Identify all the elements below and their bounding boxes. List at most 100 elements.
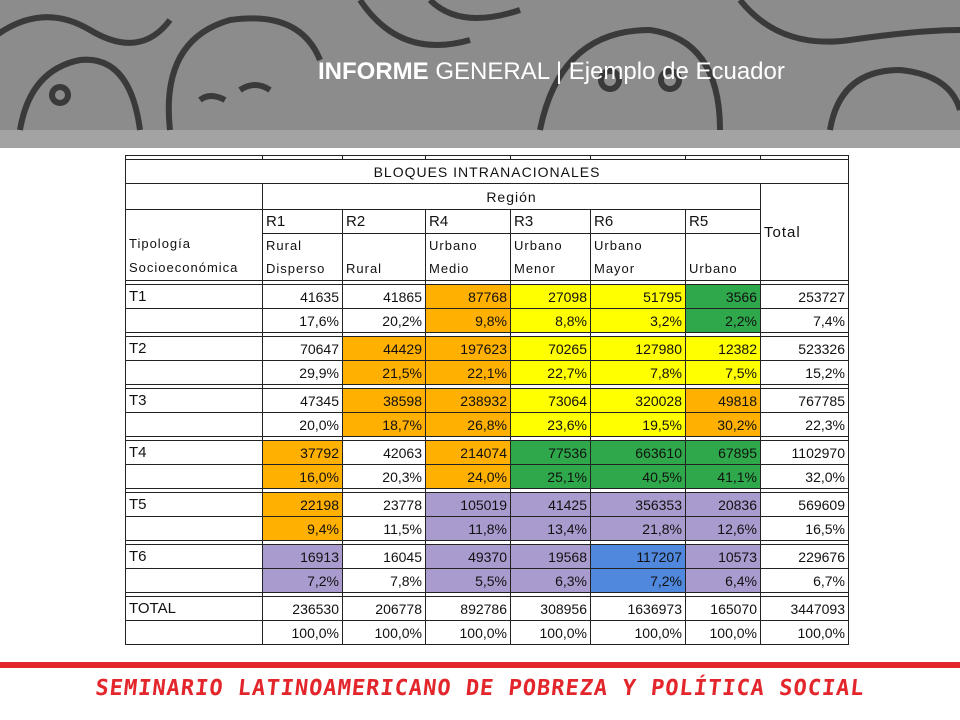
count-cell: 892786 xyxy=(425,596,511,621)
count-cell: 22198 xyxy=(262,492,343,517)
share-row: 100,0% 100,0% 100,0% 100,0% 100,0% 100,0% 100,… xyxy=(125,620,849,645)
share-cell: 6,3% xyxy=(510,568,591,593)
share-row: 7,2% 7,8% 5,5% 6,3% 7,2% 6,4% 6,7% xyxy=(125,568,849,593)
count-cell: 20836 xyxy=(685,492,761,517)
share-row: 29,9% 21,5% 22,1% 22,7% 7,8% 7,5% 15,2% xyxy=(125,360,849,385)
count-cell: 197623 xyxy=(425,336,511,361)
column-name-line: Disperso xyxy=(266,261,326,276)
count-cell: 73064 xyxy=(510,388,591,413)
share-cell: 21,5% xyxy=(342,360,426,385)
count-cell: 38598 xyxy=(342,388,426,413)
blank-cell xyxy=(125,464,263,489)
count-cell: 67895 xyxy=(685,440,761,465)
column-code: R3 xyxy=(510,209,591,234)
count-cell: 523326 xyxy=(760,336,849,361)
column-code: R2 xyxy=(342,209,426,234)
footer-line xyxy=(0,662,960,668)
total-header: Total xyxy=(760,183,849,281)
share-cell: 40,5% xyxy=(590,464,686,489)
table-title: BLOQUES INTRANACIONALES xyxy=(125,159,849,184)
share-cell: 100,0% xyxy=(262,620,343,645)
typology-line: Tipología xyxy=(129,236,191,251)
share-row: 9,4% 11,5% 11,8% 13,4% 21,8% 12,6% 16,5% xyxy=(125,516,849,541)
share-cell: 11,5% xyxy=(342,516,426,541)
count-cell: 767785 xyxy=(760,388,849,413)
column-name-line: Menor xyxy=(514,261,556,276)
count-cell: 23778 xyxy=(342,492,426,517)
share-cell: 8,8% xyxy=(510,308,591,333)
count-cell: 3447093 xyxy=(760,596,849,621)
column-name-line: Urbano xyxy=(594,238,643,253)
count-cell: 105019 xyxy=(425,492,511,517)
count-cell: 27098 xyxy=(510,284,591,309)
header-banner xyxy=(0,0,960,148)
row-label: T5 xyxy=(125,492,263,517)
typology-line: Socioeconómica xyxy=(129,260,239,275)
share-cell: 5,5% xyxy=(425,568,511,593)
share-cell: 6,7% xyxy=(760,568,849,593)
count-cell: 37792 xyxy=(262,440,343,465)
typology-header: Tipología Socioeconómica xyxy=(125,209,263,281)
code-row: Tipología Socioeconómica R1 R2 R4 R3 R6 R5 xyxy=(125,209,849,281)
share-cell: 22,1% xyxy=(425,360,511,385)
share-cell: 16,5% xyxy=(760,516,849,541)
share-cell: 7,2% xyxy=(262,568,343,593)
count-cell: 44429 xyxy=(342,336,426,361)
count-cell: 77536 xyxy=(510,440,591,465)
count-cell: 16913 xyxy=(262,544,343,569)
share-cell: 26,8% xyxy=(425,412,511,437)
share-cell: 100,0% xyxy=(510,620,591,645)
column-name: Rural Disperso xyxy=(262,233,343,281)
share-cell: 100,0% xyxy=(685,620,761,645)
count-cell: 569609 xyxy=(760,492,849,517)
count-cell: 49818 xyxy=(685,388,761,413)
count-cell: 49370 xyxy=(425,544,511,569)
footer-text: SEMINARIO LATINOAMERICANO DE POBREZA Y P… xyxy=(94,676,866,701)
share-cell: 21,8% xyxy=(590,516,686,541)
share-cell: 29,9% xyxy=(262,360,343,385)
blank-cell xyxy=(125,620,263,645)
count-cell: 42063 xyxy=(342,440,426,465)
blank-cell xyxy=(125,308,263,333)
row-label: T3 xyxy=(125,388,263,413)
column-name-line: Medio xyxy=(429,261,470,276)
row-label: T6 xyxy=(125,544,263,569)
share-cell: 7,8% xyxy=(590,360,686,385)
column-code: R4 xyxy=(425,209,511,234)
share-cell: 12,6% xyxy=(685,516,761,541)
count-cell: 253727 xyxy=(760,284,849,309)
count-row: T5 22198 23778 105019 41425 356353 20836 569609 xyxy=(125,492,849,517)
banner-bg xyxy=(0,0,960,130)
count-cell: 16045 xyxy=(342,544,426,569)
count-cell: 1636973 xyxy=(590,596,686,621)
column-name: Urbano xyxy=(685,233,761,281)
share-cell: 7,5% xyxy=(685,360,761,385)
column-code: R6 xyxy=(590,209,686,234)
count-row: T4 37792 42063 214074 77536 663610 67895 110297… xyxy=(125,440,849,465)
name-row: Rural Disperso Rural Urbano Medio Urbano Menor… xyxy=(126,233,849,281)
share-cell: 20,0% xyxy=(262,412,343,437)
column-name-line: Rural xyxy=(346,261,383,276)
blank-cell xyxy=(125,183,263,210)
row-label: TOTAL xyxy=(125,596,263,621)
count-cell: 165070 xyxy=(685,596,761,621)
blank-cell xyxy=(125,360,263,385)
column-code: R1 xyxy=(262,209,343,234)
count-cell: 41425 xyxy=(510,492,591,517)
share-cell: 3,2% xyxy=(590,308,686,333)
count-cell: 87768 xyxy=(425,284,511,309)
sketch-faces xyxy=(0,0,960,131)
region-header: Región xyxy=(262,183,761,210)
share-cell: 32,0% xyxy=(760,464,849,489)
count-cell: 70647 xyxy=(262,336,343,361)
share-cell: 100,0% xyxy=(425,620,511,645)
blank-cell xyxy=(125,516,263,541)
count-cell: 12382 xyxy=(685,336,761,361)
count-cell: 117207 xyxy=(590,544,686,569)
count-row: T6 16913 16045 49370 19568 117207 10573 229676 xyxy=(125,544,849,569)
column-name: Urbano Mayor xyxy=(590,233,686,281)
column-name-line: Rural xyxy=(266,238,303,253)
count-cell: 3566 xyxy=(685,284,761,309)
share-cell: 11,8% xyxy=(425,516,511,541)
